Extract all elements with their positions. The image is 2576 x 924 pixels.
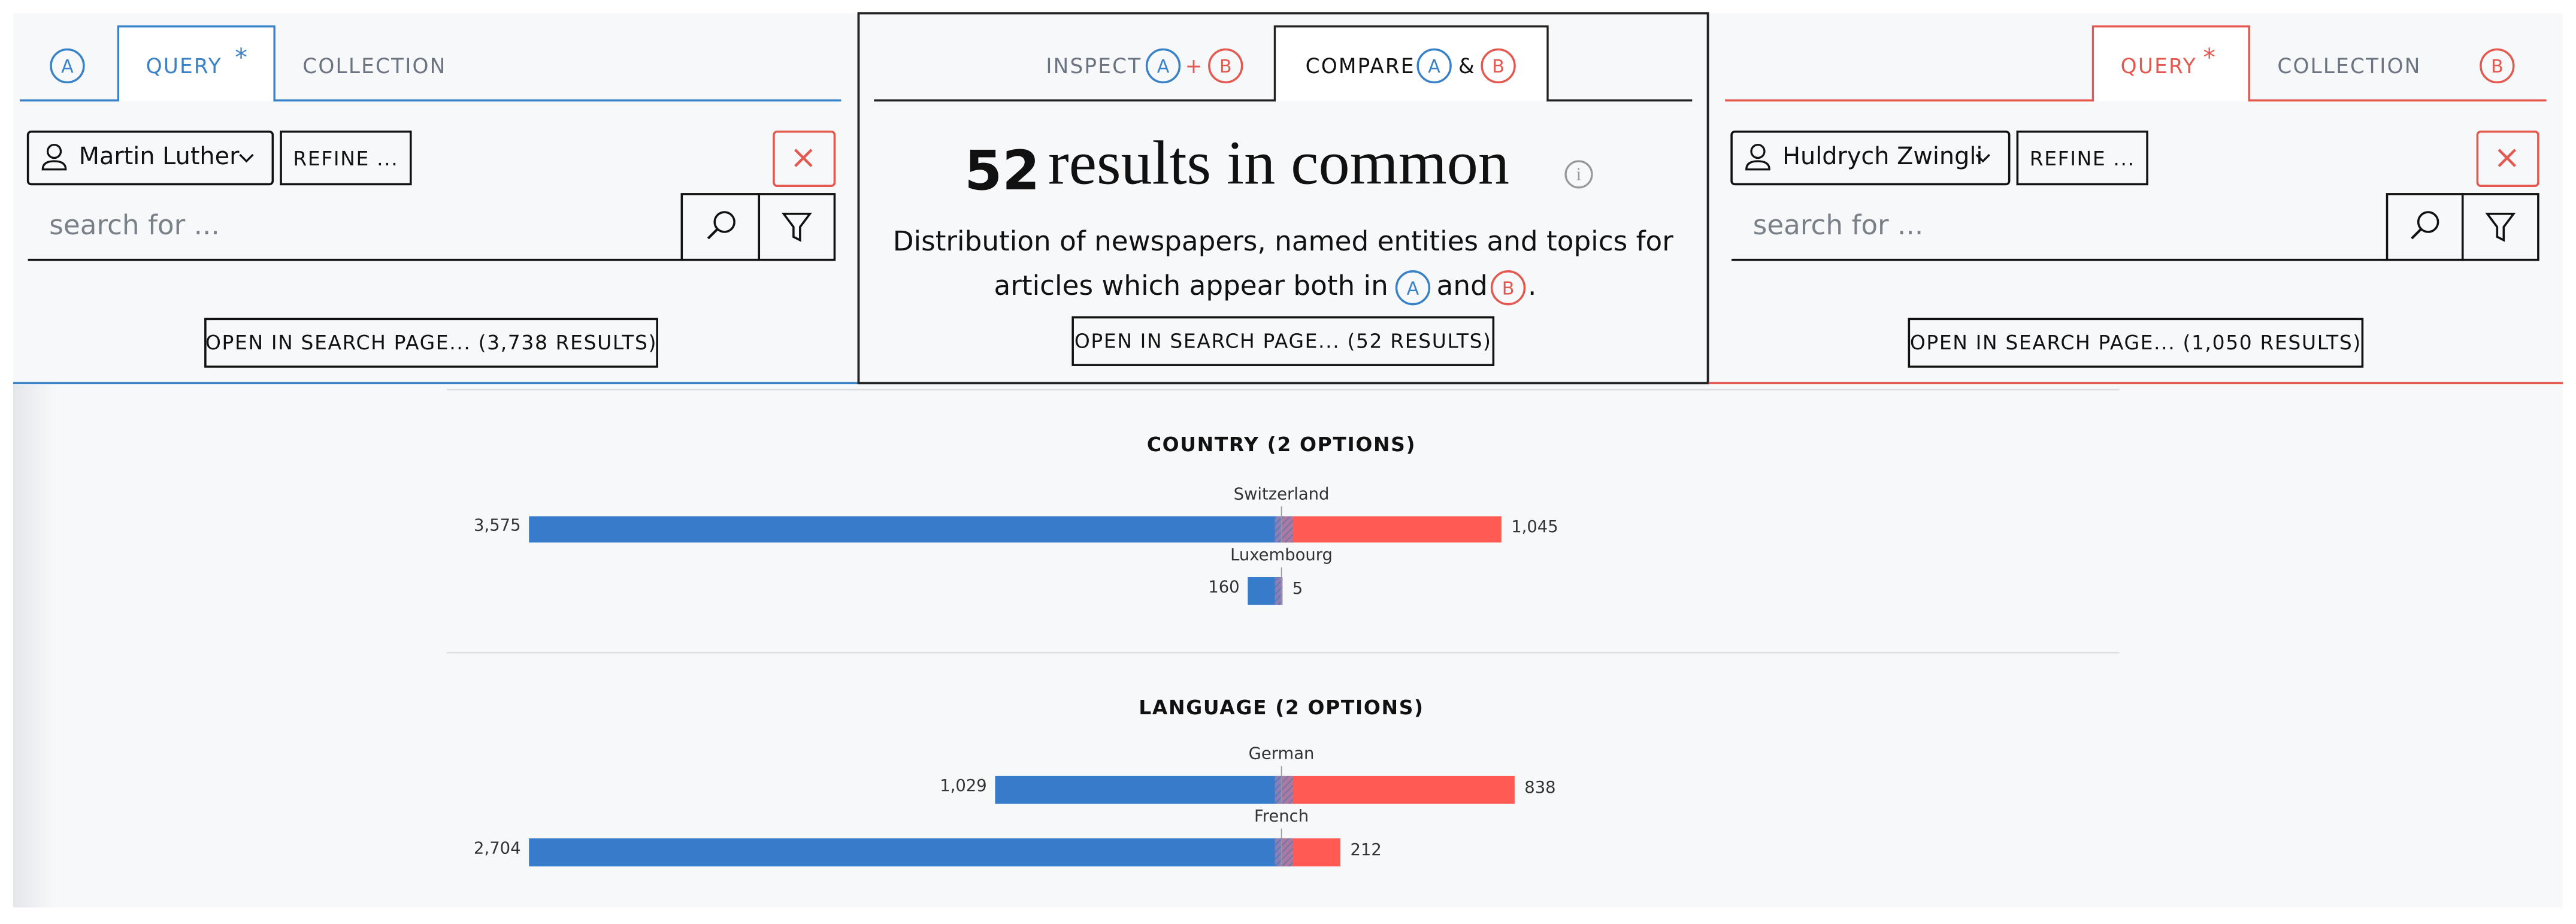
tab-query[interactable]: QUERY [146,55,222,78]
facet-title: LANGUAGE (2 OPTIONS) [1139,696,1424,719]
bar-a [529,838,1282,866]
open-search-label: OPEN IN SEARCH PAGE... (52 RESULTS) [1074,329,1492,352]
facet-title: COUNTRY (2 OPTIONS) [1147,433,1416,456]
filter-button[interactable] [758,193,836,261]
category-label: Switzerland [1234,485,1330,503]
plus: + [1185,55,1204,78]
description: articles which appear both in [994,270,1388,301]
badge-b-label: B [1219,56,1232,77]
badge-a-label: A [1428,56,1440,77]
search-placeholder: search for ... [49,209,219,241]
entity-label: Huldrych Zwingli [1782,143,1982,170]
open-search-label: OPEN IN SEARCH PAGE... (1,050 RESULTS) [1910,331,2362,354]
entity-button[interactable] [1730,130,2011,186]
common-count: 52 [964,140,1040,203]
badge-a-label: A [61,56,74,77]
shadow [13,385,56,908]
open-search-button[interactable] [1071,316,1495,366]
value-label-b: 5 [1292,579,1303,598]
ampersand: & [1458,55,1476,78]
right-panel: QUERY * COLLECTION B Huldrych Zwingli RE… [1708,25,2563,385]
description: Distribution of newspapers, named entiti… [893,225,1673,257]
svg-text:i: i [1576,164,1581,185]
modified-marker: * [235,43,247,72]
badge-a-label: A [1157,56,1170,77]
badge-b-label: B [2491,56,2504,77]
left-panel: A QUERY * COLLECTION Martin Luther REFIN… [13,25,858,385]
open-search-label: OPEN IN SEARCH PAGE... (3,738 RESULTS) [205,331,657,354]
value-label-a: 160 [1208,578,1239,596]
refine-label: REFINE ... [293,147,398,170]
refine-label: REFINE ... [2030,147,2135,170]
open-search-button[interactable] [1908,318,2364,368]
search-button[interactable] [2386,193,2464,261]
modified-marker: * [2203,43,2215,72]
badge-a-label: A [1407,278,1419,299]
overlap-hatch [1275,838,1293,866]
info-icon[interactable] [1564,160,1593,189]
value-label-a: 2,704 [474,839,520,857]
tab-compare[interactable]: COMPARE [1306,55,1415,78]
entity-label: Martin Luther [79,143,240,170]
search-button[interactable] [680,193,761,261]
entity-button[interactable] [26,130,274,186]
badge-b-label: B [1502,278,1515,299]
search-placeholder: search for ... [1753,209,1923,241]
value-label-a: 3,575 [474,516,520,535]
bar-a [529,516,1282,543]
headline: results in common [1048,128,1509,198]
badge-b-label: B [1492,56,1505,77]
category-label: German [1249,745,1315,763]
bar-a [995,775,1282,804]
tab-collection[interactable]: COLLECTION [302,55,446,78]
tab-inspect[interactable]: INSPECT [1046,55,1142,78]
refine-button[interactable] [280,130,412,186]
tab-query[interactable]: QUERY [2121,55,2197,78]
value-label-b: 838 [1524,778,1555,797]
category-label: Luxembourg [1230,546,1333,564]
value-label-a: 1,029 [940,777,986,795]
value-label-b: 1,045 [1511,518,1558,536]
description: and [1437,270,1488,301]
overlap-hatch [1275,775,1293,804]
description: . [1528,270,1536,301]
facets: COUNTRY (2 OPTIONS) Switzerland 3,575 1,045… [447,388,2120,866]
badge-a [50,48,85,84]
filter-button[interactable] [2461,193,2539,261]
bar-b [1281,775,1515,804]
value-label-b: 212 [1350,841,1381,859]
open-search-button[interactable] [204,318,658,368]
category-label: French [1254,807,1309,826]
bar-b [1281,516,1502,543]
center-panel: INSPECT A + B COMPARE A & B 52 results i… [857,12,1709,385]
refine-button[interactable] [2016,130,2148,186]
overlap-hatch [1275,516,1293,543]
overlap-hatch [1275,577,1283,605]
tab-collection[interactable]: COLLECTION [2277,55,2421,78]
